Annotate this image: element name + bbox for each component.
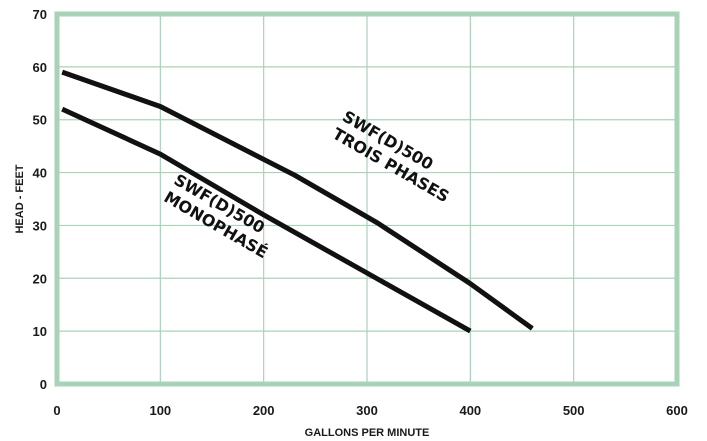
plot-frame — [54, 11, 680, 387]
y-tick-labels: 0 10 20 30 40 50 60 70 — [33, 7, 47, 392]
series-line-2 — [61, 106, 472, 334]
y-tick-label-30: 30 — [33, 218, 47, 233]
y-tick-label-60: 60 — [33, 60, 47, 75]
x-tick-label-400: 400 — [459, 403, 481, 418]
x-tick-label-100: 100 — [149, 403, 171, 418]
y-tick-label-50: 50 — [33, 113, 47, 128]
y-tick-label-0: 0 — [40, 377, 47, 392]
series-line-1 — [61, 69, 534, 331]
y-tick-label-20: 20 — [33, 271, 47, 286]
x-axis-title: GALLONS PER MINUTE — [305, 427, 430, 439]
x-tick-label-500: 500 — [563, 403, 585, 418]
y-tick-label-70: 70 — [33, 7, 47, 22]
x-tick-label-0: 0 — [53, 403, 60, 418]
y-axis-title: HEAD - FEET — [14, 164, 26, 233]
x-tick-label-200: 200 — [253, 403, 275, 418]
series-layer — [61, 69, 534, 334]
y-tick-label-10: 10 — [33, 324, 47, 339]
x-tick-labels: 0 100 200 300 400 500 600 — [53, 403, 687, 418]
x-tick-label-300: 300 — [356, 403, 378, 418]
x-tick-label-600: 600 — [666, 403, 688, 418]
y-tick-label-40: 40 — [33, 166, 47, 181]
